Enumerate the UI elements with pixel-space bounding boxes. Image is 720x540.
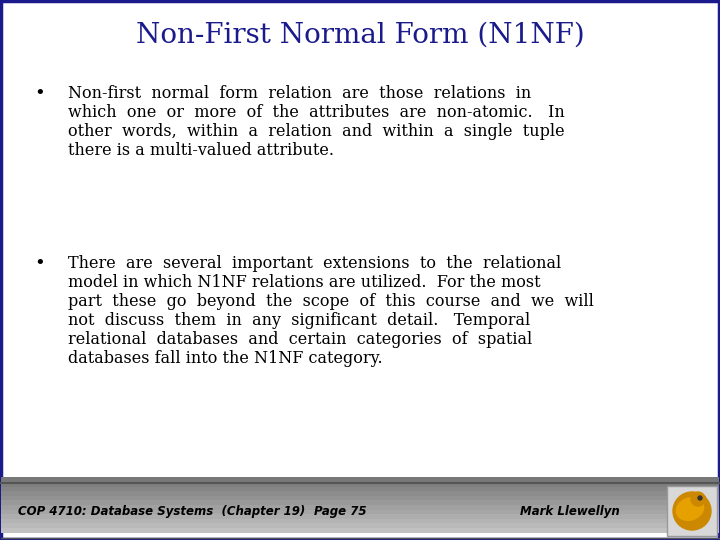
Text: databases fall into the N1NF category.: databases fall into the N1NF category. <box>68 350 382 367</box>
Text: Non-first  normal  form  relation  are  those  relations  in: Non-first normal form relation are those… <box>68 85 531 102</box>
Bar <box>1 496 719 501</box>
FancyBboxPatch shape <box>667 486 717 536</box>
Text: •: • <box>35 255 45 273</box>
Text: model in which N1NF relations are utilized.  For the most: model in which N1NF relations are utiliz… <box>68 274 541 291</box>
Bar <box>1 523 719 529</box>
Text: COP 4710: Database Systems  (Chapter 19): COP 4710: Database Systems (Chapter 19) <box>18 504 305 517</box>
Text: Mark Llewellyn: Mark Llewellyn <box>520 504 620 517</box>
Text: part  these  go  beyond  the  scope  of  this  course  and  we  will: part these go beyond the scope of this c… <box>68 293 594 310</box>
Text: which  one  or  more  of  the  attributes  are  non-atomic.   In: which one or more of the attributes are … <box>68 104 564 121</box>
Text: other  words,  within  a  relation  and  within  a  single  tuple: other words, within a relation and withi… <box>68 123 564 140</box>
Circle shape <box>691 492 705 506</box>
Bar <box>1 487 719 492</box>
Text: There  are  several  important  extensions  to  the  relational: There are several important extensions t… <box>68 255 562 272</box>
Bar <box>1 518 719 524</box>
Bar <box>1 482 719 488</box>
Text: there is a multi-valued attribute.: there is a multi-valued attribute. <box>68 142 334 159</box>
Text: not  discuss  them  in  any  significant  detail.   Temporal: not discuss them in any significant deta… <box>68 312 530 329</box>
Text: •: • <box>35 85 45 103</box>
Text: Page 75: Page 75 <box>314 504 366 517</box>
Bar <box>1 510 719 515</box>
Bar <box>1 491 719 497</box>
Text: relational  databases  and  certain  categories  of  spatial: relational databases and certain categor… <box>68 331 532 348</box>
Bar <box>1 528 719 534</box>
Bar <box>1 514 719 519</box>
Text: Non-First Normal Form (N1NF): Non-First Normal Form (N1NF) <box>135 22 585 49</box>
Bar <box>1 477 719 483</box>
Circle shape <box>698 496 702 500</box>
Bar <box>1 505 719 510</box>
Circle shape <box>673 492 711 530</box>
Bar <box>1 501 719 506</box>
Ellipse shape <box>676 497 703 521</box>
